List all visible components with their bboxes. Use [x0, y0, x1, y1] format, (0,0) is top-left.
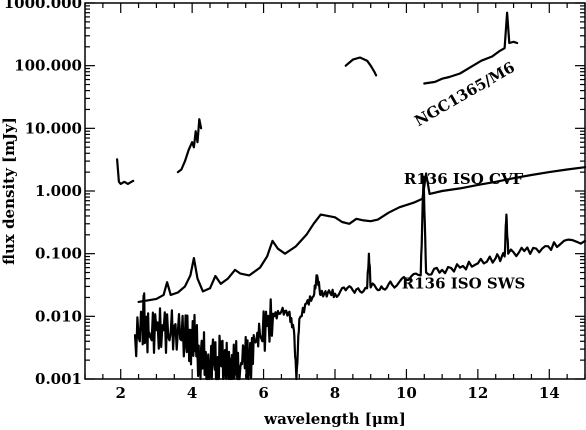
y-tick-label: 10.000	[25, 119, 82, 137]
y-tick-label: 0.010	[35, 307, 82, 325]
y-tick-label: 0.100	[35, 245, 82, 263]
x-tick-label: 12	[467, 384, 488, 402]
y-tick-label: 1.000	[35, 182, 82, 200]
x-tick-label: 10	[396, 384, 417, 402]
tick-marks	[84, 2, 586, 380]
annotation-1: NGC1365/M6	[411, 58, 518, 130]
y-tick-label: 0.001	[35, 370, 82, 388]
annotation-3: R136 ISO SWS	[402, 274, 526, 292]
x-tick-label: 8	[330, 384, 340, 402]
series-1-segment-3	[344, 56, 378, 77]
x-tick-label: 6	[258, 384, 268, 402]
plot-frame	[84, 2, 586, 380]
series-1-segment-2	[176, 118, 203, 174]
y-tick-label: 100.000	[14, 57, 82, 75]
series-3-segment-1	[133, 175, 586, 381]
series-1-segment-1	[116, 158, 135, 185]
y-tick-label: 1000.000	[4, 0, 82, 12]
series-layer	[116, 11, 586, 381]
x-axis-label: wavelength [μm]	[263, 410, 406, 428]
tick-labels: 2 4 6 8 10 12 14 0.001 0.010 0.100 1.000 10.000 100.…	[4, 0, 560, 402]
y-axis-label: flux density [mJy]	[0, 117, 18, 265]
x-tick-label: 2	[115, 384, 125, 402]
series-1-segment-4	[423, 11, 519, 85]
x-tick-label: 4	[187, 384, 197, 402]
x-tick-label: 14	[539, 384, 560, 402]
series-2-segment-1	[137, 166, 586, 303]
annotation-2: R136 ISO CVF	[404, 170, 524, 188]
